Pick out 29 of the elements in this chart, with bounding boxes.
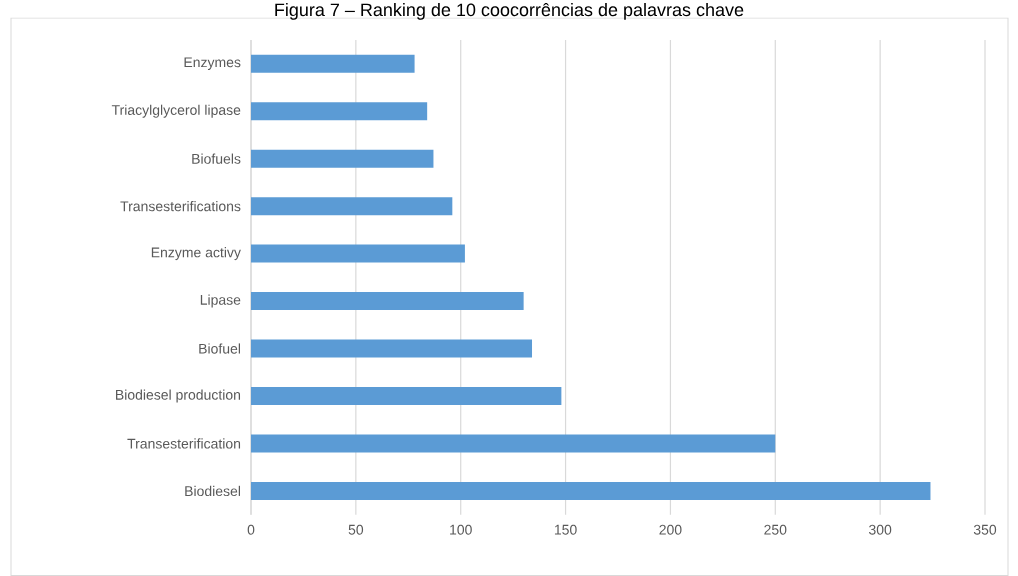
x-tick-label: 350: [973, 524, 997, 535]
y-tick-label: Triacylglycerol lipase: [111, 104, 241, 118]
bar: [251, 149, 434, 168]
y-tick-label: Biodiesel production: [116, 389, 241, 403]
bar: [251, 54, 415, 73]
y-tick-label: Lipase: [200, 294, 241, 308]
y-tick-label: Biofuels: [192, 153, 241, 164]
y-tick-label: Biofuel: [199, 343, 241, 354]
bar: [251, 387, 562, 405]
x-tick-label: 0: [247, 524, 255, 535]
x-tick-label: 300: [868, 524, 892, 535]
x-tick-label: 50: [348, 524, 364, 535]
bar: [251, 339, 533, 358]
x-tick-label: 100: [450, 524, 472, 535]
bar: [251, 197, 453, 216]
y-tick-label: Enzyme activy: [151, 247, 241, 261]
x-tick-label: 250: [764, 524, 787, 535]
y-tick-label: Transesterifications: [120, 201, 241, 212]
bar: [251, 102, 428, 121]
x-tick-label: 200: [659, 524, 682, 535]
chart-title: Figura 7 – Ranking de 10 coocorrências de palavras chave: [275, 2, 744, 20]
y-tick-label: Transesterification: [127, 438, 241, 449]
bar: [251, 244, 465, 263]
bar: [251, 481, 931, 500]
bar: [251, 292, 524, 311]
y-tick-label: Biodiesel: [185, 485, 241, 497]
x-tick-label: 150: [554, 524, 577, 535]
y-tick-label: Enzymes: [184, 57, 241, 70]
bar: [251, 434, 776, 453]
